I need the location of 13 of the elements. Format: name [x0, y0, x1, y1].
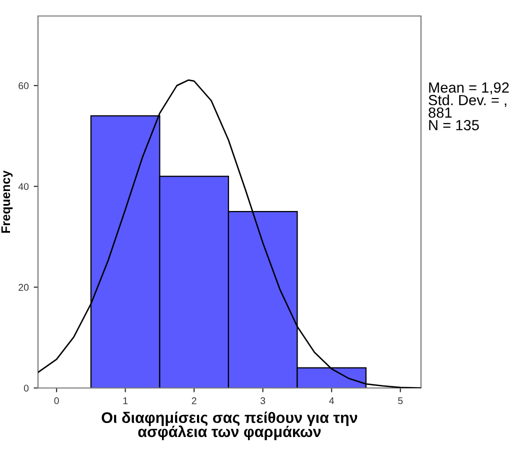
text: Mean = 1,92 Std. Dev. = , 881 N = 135 [428, 82, 509, 130]
x-tick-label: 5 [398, 397, 403, 404]
y-tick-label: 20 [18, 284, 29, 291]
y-tick-label: 0 [24, 384, 29, 392]
y-axis-title: Frequency [1, 170, 13, 233]
y-tick-label: 40 [18, 183, 29, 190]
x-tick-label: 3 [260, 397, 266, 404]
x-tick-label: 0 [54, 397, 59, 404]
x-axis-title: Οι διαφημίσεις σας πείθουν για την ασφάλεια των φαρμάκων [102, 412, 358, 440]
x-tick-label: 1 [123, 397, 128, 404]
y-tick-label: 60 [18, 82, 29, 90]
x-tick-label: 4 [329, 397, 334, 404]
x-tick-label: 2 [192, 397, 196, 404]
